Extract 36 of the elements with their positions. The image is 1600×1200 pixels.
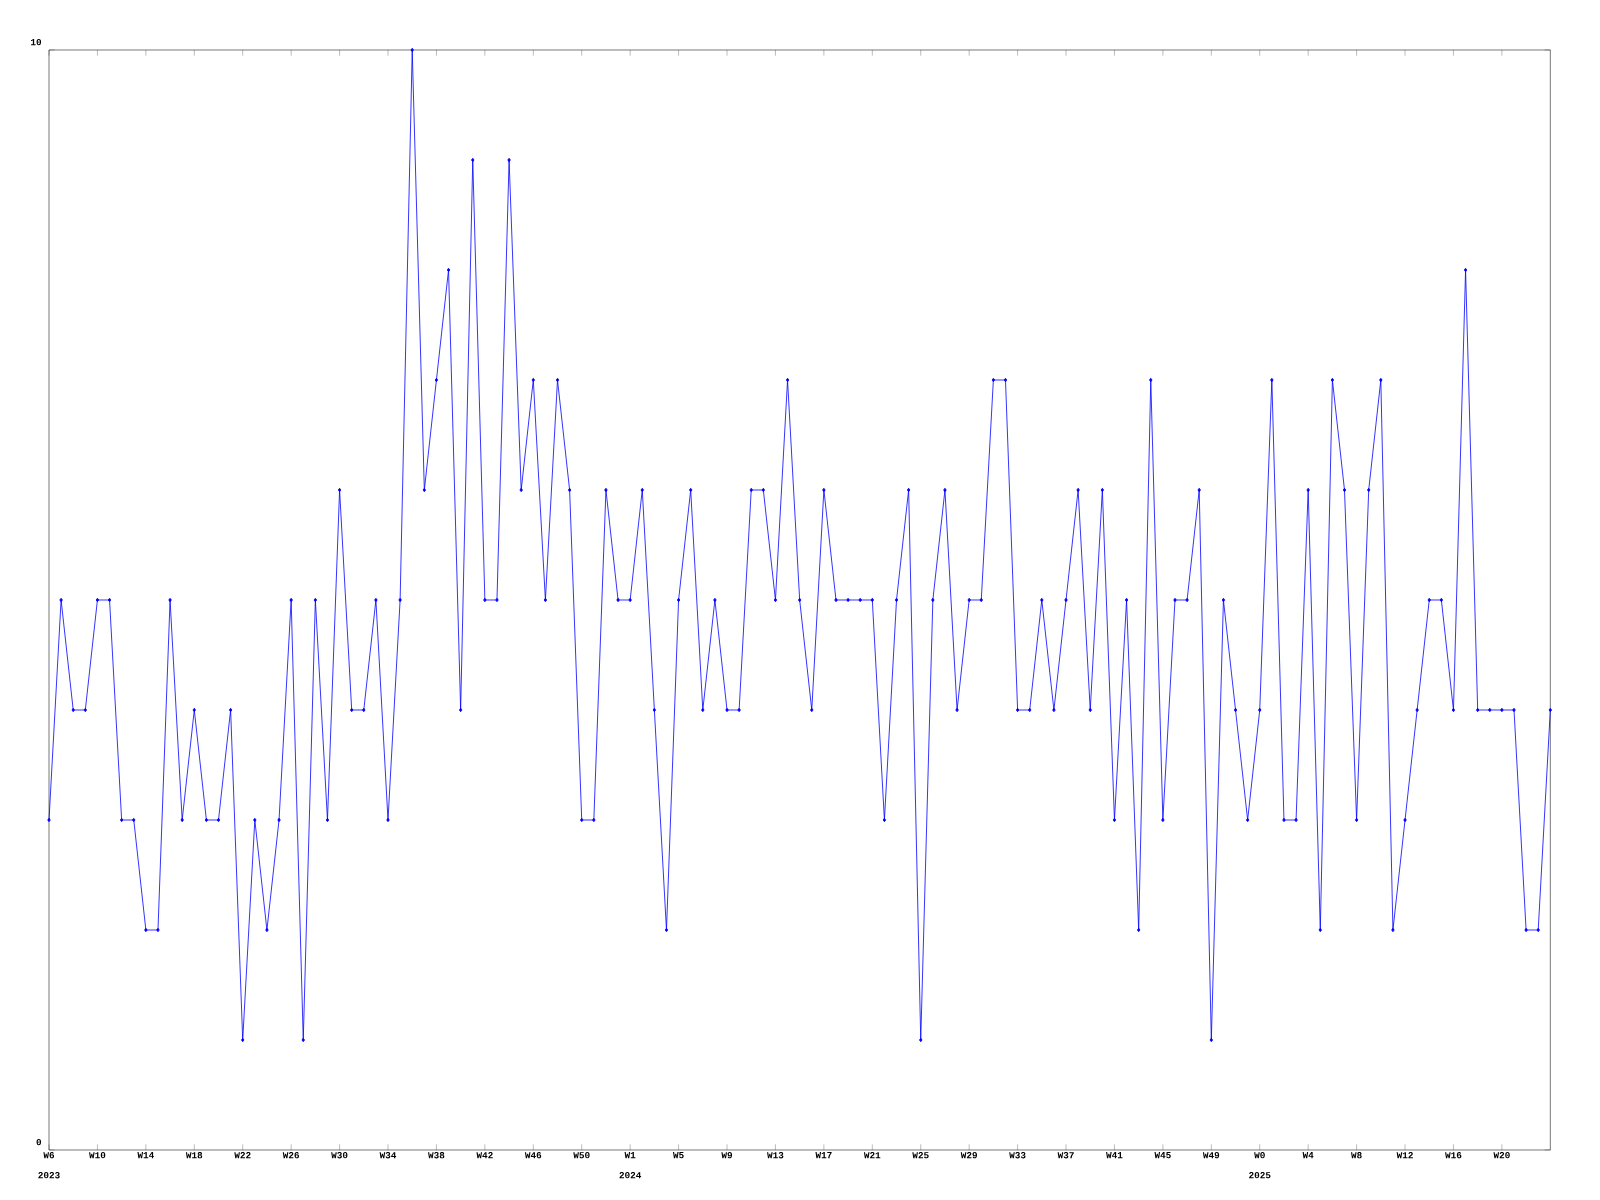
x-tick-label: W50 bbox=[573, 1152, 590, 1159]
x-tick-label: W49 bbox=[1202, 1152, 1220, 1159]
y-tick-label: 10 bbox=[31, 38, 42, 46]
x-tick-label: W42 bbox=[476, 1152, 493, 1159]
x-tick-label: W22 bbox=[234, 1152, 251, 1159]
y-tick-label: 0 bbox=[36, 1138, 42, 1146]
x-tick-label: W17 bbox=[815, 1152, 832, 1159]
x-tick-label: W12 bbox=[1396, 1152, 1413, 1159]
x-tick-label: W1 bbox=[624, 1152, 636, 1159]
x-tick-label: W25 bbox=[912, 1152, 929, 1159]
x-tick-label: W18 bbox=[185, 1152, 203, 1159]
x-tick-label: W8 bbox=[1351, 1152, 1362, 1159]
x-tick-label: W6 bbox=[43, 1152, 55, 1159]
x-tick-label: W20 bbox=[1493, 1152, 1510, 1159]
x-tick-label: W34 bbox=[379, 1152, 397, 1159]
x-tick-label: W33 bbox=[1009, 1152, 1026, 1159]
x-tick-label: W21 bbox=[863, 1152, 881, 1159]
x-tick-label: W38 bbox=[428, 1152, 445, 1159]
x-tick-label: W29 bbox=[960, 1152, 978, 1159]
x-tick-label: W5 bbox=[672, 1152, 684, 1159]
x-tick-label: W46 bbox=[524, 1152, 542, 1159]
x-tick-label: W37 bbox=[1057, 1152, 1074, 1159]
x-tick-label: W0 bbox=[1254, 1152, 1265, 1159]
x-tick-label: W30 bbox=[331, 1152, 348, 1159]
x-tick-label: W4 bbox=[1302, 1152, 1314, 1159]
x-tick-label: W26 bbox=[282, 1152, 300, 1159]
text: 2025 bbox=[1249, 1172, 1271, 1179]
x-tick-label: W45 bbox=[1154, 1152, 1171, 1159]
text: 2024 bbox=[619, 1172, 642, 1179]
x-tick-label: W13 bbox=[767, 1152, 784, 1159]
x-tick-label: W9 bbox=[721, 1152, 733, 1159]
x-tick-label: W16 bbox=[1445, 1152, 1462, 1159]
x-tick-label: W41 bbox=[1106, 1152, 1123, 1159]
text: 2023 bbox=[38, 1172, 60, 1179]
x-tick-label: W10 bbox=[89, 1152, 106, 1159]
x-tick-label: W14 bbox=[137, 1152, 154, 1159]
